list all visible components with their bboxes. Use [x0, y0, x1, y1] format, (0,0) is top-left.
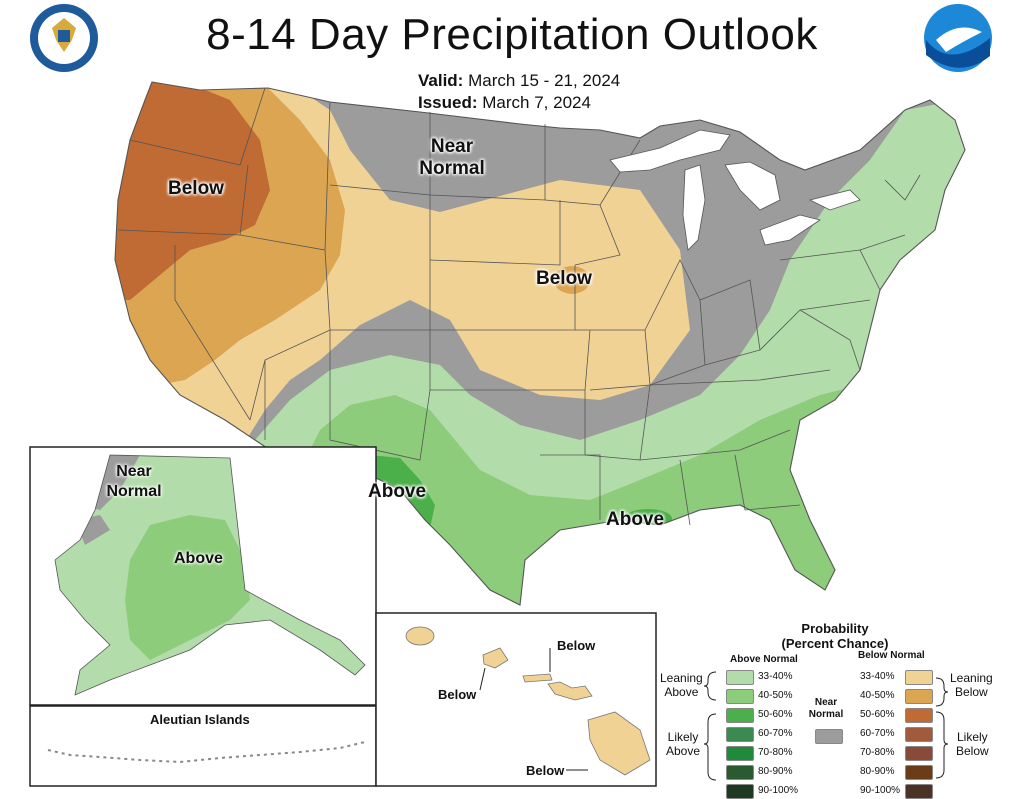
leaning-below-line1: Leaning [950, 671, 993, 685]
legend-brackets [703, 671, 949, 781]
legend-above-label-2: 50-60% [758, 709, 793, 720]
label-nw-below: Below [168, 178, 224, 199]
legend-below-label-3: 60-70% [860, 728, 895, 739]
legend-leaning-above: Leaning Above [660, 671, 703, 699]
label-alaska-near-normal: Near Normal [104, 462, 164, 502]
label-hawaii-below-b: Below [438, 687, 477, 702]
legend-below-header: Below Normal [858, 650, 925, 661]
legend-below-label-5: 80-90% [860, 766, 895, 777]
below-50-60-zone [115, 82, 270, 300]
legend-below-swatch-5 [905, 765, 933, 780]
legend-above-swatch-6 [726, 784, 754, 799]
near-normal-line1: Near [430, 136, 474, 157]
aleutian-islands-shape [47, 741, 366, 764]
label-hawaii-below-c: Below [526, 763, 565, 778]
legend-above-label-1: 40-50% [758, 690, 793, 701]
hawaii-inset [375, 612, 657, 787]
legend-likely-below: Likely Below [956, 730, 989, 758]
legend-below-label-0: 33-40% [860, 671, 895, 682]
likely-above-line2: Above [666, 744, 701, 758]
issued-value: March 7, 2024 [482, 93, 591, 112]
legend-below-swatch-3 [905, 727, 933, 742]
issued-label: Issued: [418, 93, 478, 112]
legend-below-label-4: 70-80% [860, 747, 895, 758]
legend-above-swatch-0 [726, 670, 754, 685]
label-gulf-above: Above [606, 509, 665, 530]
legend-below-swatch-1 [905, 689, 933, 704]
department-of-commerce-seal [30, 4, 98, 72]
label-aleutian-islands: Aleutian Islands [150, 712, 250, 727]
legend-near-normal-header: Near Normal [806, 697, 846, 721]
likely-below-line2: Below [956, 744, 989, 758]
legend-above-header: Above Normal [730, 654, 798, 665]
leaning-below-line2: Below [955, 685, 988, 699]
legend-below-swatch-4 [905, 746, 933, 761]
legend-above-swatch-3 [726, 727, 754, 742]
legend-above-swatch-1 [726, 689, 754, 704]
label-sw-above: Above [368, 481, 427, 502]
ak-near-line1: Near [116, 463, 152, 480]
legend-near-normal-swatch [815, 729, 843, 744]
legend-title-line2: (Percent Chance) [781, 636, 889, 651]
legend-leaning-below: Leaning Below [950, 671, 993, 699]
near-normal-line2: Normal [419, 158, 485, 179]
likely-below-line1: Likely [957, 730, 988, 744]
legend-above-swatch-4 [726, 746, 754, 761]
leaning-above-line1: Leaning [660, 671, 703, 685]
legend-below-swatch-6 [905, 784, 933, 799]
leaning-above-line2: Above [664, 685, 699, 699]
label-plains-below: Below [536, 268, 592, 289]
legend-near-line2: Normal [808, 709, 844, 720]
great-lakes [609, 129, 861, 251]
valid-label: Valid: [418, 71, 464, 90]
page-title: 8-14 Day Precipitation Outlook [206, 10, 818, 59]
valid-value: March 15 - 21, 2024 [468, 71, 621, 90]
ak-near-line2: Normal [106, 483, 162, 500]
legend-below-swatch-2 [905, 708, 933, 723]
legend-below-label-1: 40-50% [860, 690, 895, 701]
legend-above-swatch-5 [726, 765, 754, 780]
legend-below-swatch-0 [905, 670, 933, 685]
label-hawaii-below-a: Below [557, 638, 596, 653]
legend-above-label-5: 80-90% [758, 766, 793, 777]
noaa-logo [924, 4, 992, 72]
legend-likely-above: Likely Above [666, 730, 700, 758]
legend-below-label-2: 50-60% [860, 709, 895, 720]
legend-title: Probability (Percent Chance) [760, 621, 910, 651]
state-boundaries [114, 81, 966, 606]
valid-date-block: Valid: March 15 - 21, 2024 Issued: March… [418, 70, 620, 114]
legend-above-swatch-2 [726, 708, 754, 723]
legend-title-line1: Probability [801, 621, 869, 636]
legend-above-label-0: 33-40% [758, 671, 793, 682]
likely-above-line1: Likely [667, 730, 699, 744]
alaska-inset [29, 446, 377, 787]
label-near-normal: Near Normal [412, 136, 492, 180]
label-alaska-above: Above [174, 550, 223, 567]
legend-above-label-3: 60-70% [758, 728, 793, 739]
legend-above-label-4: 70-80% [758, 747, 793, 758]
legend-near-line1: Near [814, 697, 838, 708]
